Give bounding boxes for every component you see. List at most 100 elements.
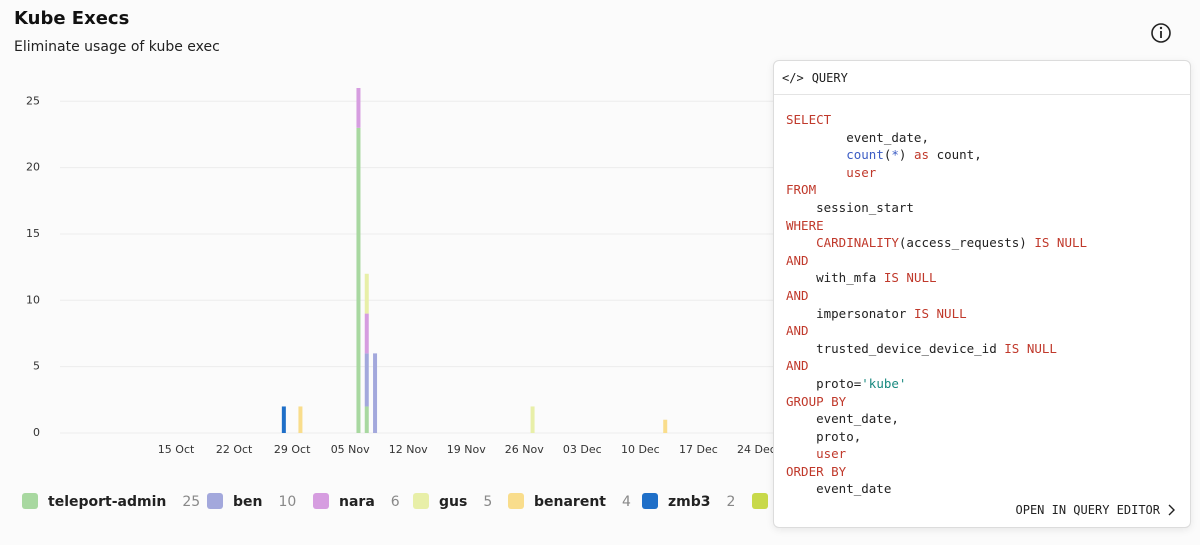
code-token: as bbox=[913, 147, 930, 163]
y-tick-label: 20 bbox=[26, 161, 40, 174]
query-header: </> QUERY bbox=[774, 61, 1190, 95]
x-tick-label: 03 Dec bbox=[563, 443, 602, 456]
code-token: ) bbox=[898, 147, 914, 163]
legend-total: 10 bbox=[278, 494, 296, 510]
legend-swatch bbox=[207, 493, 223, 509]
legend-swatch bbox=[508, 493, 524, 509]
info-icon[interactable] bbox=[1151, 23, 1171, 43]
y-tick-label: 5 bbox=[33, 360, 40, 373]
code-line: proto, bbox=[786, 428, 1190, 446]
legend-total: 25 bbox=[182, 494, 200, 510]
subtitle: Eliminate usage of kube exec bbox=[14, 39, 220, 55]
bar-segment bbox=[663, 419, 668, 433]
code-line: SELECT bbox=[786, 111, 1190, 129]
code-token: 'kube' bbox=[861, 375, 907, 391]
x-tick-label: 05 Nov bbox=[331, 443, 370, 456]
code-token bbox=[786, 147, 846, 162]
code-token: impersonator bbox=[786, 305, 914, 321]
bar-segment bbox=[373, 353, 378, 433]
code-token: IS NULL bbox=[913, 305, 967, 321]
legend-swatch bbox=[642, 493, 658, 509]
query-code: SELECT event_date, count(*) as count, us… bbox=[774, 95, 1190, 498]
action-label[interactable]: OPEN IN QUERY EDITOR bbox=[1015, 503, 1161, 517]
legend-name: teleport-admin bbox=[48, 494, 166, 510]
legend-total: 2 bbox=[727, 494, 736, 510]
code-line: count(*) as count, bbox=[786, 146, 1190, 164]
code-token: proto, bbox=[786, 428, 862, 444]
code-line: proto='kube' bbox=[786, 375, 1190, 393]
info-icon-dot bbox=[1159, 26, 1163, 30]
code-token: count bbox=[846, 147, 884, 163]
x-tick-label: 12 Nov bbox=[389, 443, 428, 456]
code-token: proto= bbox=[786, 375, 862, 391]
x-tick-label: 24 Dec bbox=[737, 443, 776, 456]
code-token: AND bbox=[786, 323, 809, 339]
legend-name: nara bbox=[339, 494, 375, 510]
bar-segment bbox=[298, 406, 303, 433]
code-token: * bbox=[891, 147, 899, 163]
open-query-editor[interactable]: OPEN IN QUERY EDITOR bbox=[1016, 503, 1177, 517]
x-tick-label: 26 Nov bbox=[505, 443, 544, 456]
code-line: FROM bbox=[786, 181, 1190, 199]
bar-segment bbox=[356, 88, 361, 128]
code-token: trusted_device_device_id bbox=[786, 340, 1005, 356]
code-token: AND bbox=[786, 252, 809, 268]
code-line: user bbox=[786, 445, 1190, 463]
y-tick-label: 0 bbox=[33, 426, 40, 439]
legend-name: ben bbox=[233, 494, 262, 510]
query-label: QUERY bbox=[811, 70, 848, 85]
code-token: user bbox=[786, 446, 847, 462]
code-token: WHERE bbox=[786, 217, 824, 233]
code-token: SELECT bbox=[786, 112, 832, 127]
chevron bbox=[1168, 504, 1175, 516]
code-line: CARDINALITY(access_requests) IS NULL bbox=[786, 234, 1190, 252]
legend-total: 5 bbox=[483, 494, 492, 510]
legend-swatch bbox=[22, 493, 38, 509]
legend-name: benarent bbox=[534, 494, 606, 510]
legend-name: gus bbox=[439, 494, 467, 510]
legend-total: 6 bbox=[391, 494, 400, 510]
title: Kube Execs bbox=[14, 8, 129, 29]
code-token: session_start bbox=[786, 199, 914, 215]
code-line: session_start bbox=[786, 199, 1190, 217]
x-tick-label: 22 Oct bbox=[216, 443, 253, 456]
code-icon: </> bbox=[782, 70, 804, 85]
x-tick-label: 29 Oct bbox=[274, 443, 311, 456]
code-token: ( bbox=[883, 147, 892, 163]
legend-swatch bbox=[313, 493, 329, 509]
x-tick-label: 15 Oct bbox=[158, 443, 195, 456]
bar-segment bbox=[364, 353, 369, 407]
legend-total: 4 bbox=[622, 494, 631, 510]
code-token: AND bbox=[786, 358, 809, 374]
query-popover: </> QUERY SELECT event_date, count(*) as … bbox=[773, 60, 1191, 528]
code-token: AND bbox=[786, 287, 809, 303]
legend-swatch-cut bbox=[752, 493, 768, 509]
code-token: count, bbox=[929, 147, 982, 163]
code-line: user bbox=[786, 164, 1190, 182]
code-token: IS NULL bbox=[883, 270, 937, 286]
code-token: event_date, bbox=[786, 129, 929, 145]
code-line: AND bbox=[786, 322, 1190, 340]
code-line: event_date, bbox=[786, 410, 1190, 428]
code-line: event_date bbox=[786, 480, 1190, 498]
code-token: with_mfa bbox=[786, 270, 884, 286]
y-tick-label: 10 bbox=[26, 293, 40, 306]
code-token: IS NULL bbox=[1004, 340, 1057, 356]
y-tick-label: 25 bbox=[26, 94, 40, 107]
code-line: AND bbox=[786, 287, 1190, 305]
x-tick-label: 17 Dec bbox=[679, 443, 718, 456]
code-line: ORDER BY bbox=[786, 463, 1190, 481]
code-line: AND bbox=[786, 252, 1190, 270]
code-token: (access_requests) bbox=[898, 235, 1035, 251]
code-token: CARDINALITY bbox=[786, 235, 899, 251]
code-token: event_date, bbox=[786, 411, 899, 427]
code-line: GROUP BY bbox=[786, 393, 1190, 411]
bar-segment bbox=[364, 273, 369, 314]
code-token: event_date bbox=[786, 481, 892, 497]
x-tick-label: 10 Dec bbox=[621, 443, 660, 456]
code-line: with_mfa IS NULL bbox=[786, 269, 1190, 287]
code-line: impersonator IS NULL bbox=[786, 305, 1190, 323]
legend-name: zmb3 bbox=[668, 494, 711, 510]
info-button[interactable] bbox=[1151, 23, 1171, 43]
